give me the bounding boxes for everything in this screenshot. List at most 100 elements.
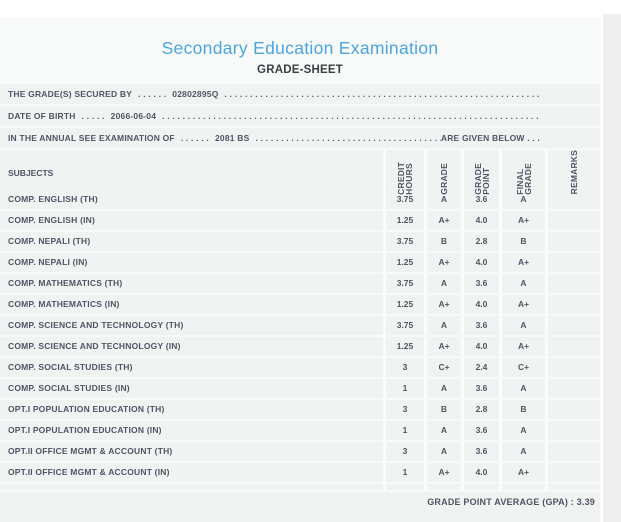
final-grade-cell: A+ — [502, 295, 545, 314]
table-row: OPT.I POPULATION EDUCATION (TH) 3 B 2.8 B — [0, 400, 600, 419]
final-grade-cell: A+ — [502, 337, 545, 356]
grade-point-cell: 2.8 — [464, 400, 499, 419]
subject-cell: OPT.II OFFICE MGMT & ACCOUNT (IN) — [0, 463, 383, 482]
table-row: COMP. ENGLISH (TH) 3.75 A 3.6 A — [0, 190, 600, 209]
grade-cell: A+ — [427, 253, 461, 272]
info-trailer: ARE GIVEN BELOW . . . — [440, 133, 540, 143]
credit-hours-cell: 1 — [386, 421, 424, 440]
column-header-grade: GRADE — [427, 150, 461, 197]
leader-dots: . . . . . . . . . . . . . . . . . . . . … — [255, 133, 440, 143]
grade-point-cell: 4.0 — [464, 211, 499, 230]
remarks-cell — [548, 232, 600, 251]
grade-point-cell: 4.0 — [464, 463, 499, 482]
subject-cell: COMP. MATHEMATICS (IN) — [0, 295, 383, 314]
credit-hours-cell: 3.75 — [386, 190, 424, 209]
info-label: IN THE ANNUAL SEE EXAMINATION OF — [8, 133, 175, 143]
grade-point-cell: 4.0 — [464, 337, 499, 356]
grade-cell: A+ — [427, 337, 461, 356]
grade-point-cell: 2.4 — [464, 358, 499, 377]
table-row: COMP. SCIENCE AND TECHNOLOGY (IN) 1.25 A+ 4… — [0, 337, 600, 356]
final-grade-cell: B — [502, 232, 545, 251]
final-grade-cell: A — [502, 379, 545, 398]
subject-cell: COMP. SOCIAL STUDIES (IN) — [0, 379, 383, 398]
remarks-cell — [548, 190, 600, 209]
subject-cell: OPT.I POPULATION EDUCATION (TH) — [0, 400, 383, 419]
info-value-exam-year: 2081 BS — [215, 133, 250, 143]
info-value-date-of-birth: 2066-06-04 — [110, 111, 157, 121]
grade-point-cell: 3.6 — [464, 379, 499, 398]
credit-hours-cell: 3.75 — [386, 232, 424, 251]
table-row: COMP. SCIENCE AND TECHNOLOGY (TH) 3.75 A 3.… — [0, 316, 600, 335]
leader-dots: . . . . . — [81, 111, 105, 121]
final-grade-cell: A — [502, 274, 545, 293]
subject-cell: COMP. NEPALI (IN) — [0, 253, 383, 272]
info-label: THE GRADE(S) SECURED BY — [8, 89, 133, 99]
final-grade-cell: A — [502, 190, 545, 209]
credit-hours-cell: 1.25 — [386, 211, 424, 230]
info-label: DATE OF BIRTH — [8, 111, 76, 121]
table-row: OPT.I POPULATION EDUCATION (IN) 1 A 3.6 A — [0, 421, 600, 440]
leader-dots: . . . . . . — [180, 133, 209, 143]
table-row: COMP. MATHEMATICS (TH) 3.75 A 3.6 A — [0, 274, 600, 293]
table-row: COMP. SOCIAL STUDIES (IN) 1 A 3.6 A — [0, 379, 600, 398]
grade-cell: A — [427, 421, 461, 440]
final-grade-cell: A+ — [502, 463, 545, 482]
leader-dots: . . . . . . . . . . . . . . . . . . . . … — [162, 111, 540, 121]
table-row: COMP. NEPALI (IN) 1.25 A+ 4.0 A+ — [0, 253, 600, 272]
grade-cell: A+ — [427, 295, 461, 314]
grade-point-cell: 3.6 — [464, 190, 499, 209]
grade-cell: C+ — [427, 358, 461, 377]
grade-cell: A+ — [427, 463, 461, 482]
final-grade-cell: A — [502, 442, 545, 461]
info-line-grades-secured-by: THE GRADE(S) SECURED BY . . . . . . 0280… — [0, 84, 600, 104]
credit-hours-cell: 1.25 — [386, 337, 424, 356]
grade-point-cell: 3.6 — [464, 316, 499, 335]
table-header-row: SUBJECTS CREDIT HOURS GRADE GRADE POINT … — [0, 150, 600, 197]
grade-point-cell: 3.6 — [464, 442, 499, 461]
remarks-cell — [548, 379, 600, 398]
grade-cell: A — [427, 442, 461, 461]
subject-cell: OPT.I POPULATION EDUCATION (IN) — [0, 421, 383, 440]
subject-cell: COMP. MATHEMATICS (TH) — [0, 274, 383, 293]
grade-point-cell: 4.0 — [464, 253, 499, 272]
subject-cell: COMP. NEPALI (TH) — [0, 232, 383, 251]
final-grade-cell: A — [502, 316, 545, 335]
grade-cell: A — [427, 379, 461, 398]
remarks-cell — [548, 358, 600, 377]
remarks-cell — [548, 211, 600, 230]
column-header-final-grade: FINAL GRADE — [502, 150, 545, 197]
leader-dots: . . . . . . — [138, 89, 167, 99]
final-grade-cell: A+ — [502, 253, 545, 272]
subject-cell: COMP. ENGLISH (TH) — [0, 190, 383, 209]
remarks-cell — [548, 421, 600, 440]
credit-hours-cell: 1.25 — [386, 253, 424, 272]
subject-cell: OPT.II OFFICE MGMT & ACCOUNT (TH) — [0, 442, 383, 461]
subject-cell: COMP. SCIENCE AND TECHNOLOGY (TH) — [0, 316, 383, 335]
credit-hours-cell: 3 — [386, 400, 424, 419]
info-line-examination-year: IN THE ANNUAL SEE EXAMINATION OF . . . .… — [0, 128, 600, 148]
credit-hours-cell: 3 — [386, 442, 424, 461]
grade-sheet-panel: Secondary Education Examination GRADE-SH… — [0, 14, 603, 522]
credit-hours-cell: 1.25 — [386, 295, 424, 314]
subject-cell: COMP. SCIENCE AND TECHNOLOGY (IN) — [0, 337, 383, 356]
final-grade-cell: C+ — [502, 358, 545, 377]
column-header-remarks: REMARKS — [548, 150, 600, 197]
page-title: Secondary Education Examination — [161, 38, 439, 58]
credit-hours-cell: 3.75 — [386, 274, 424, 293]
credit-hours-cell: 1 — [386, 379, 424, 398]
grade-cell: B — [427, 400, 461, 419]
remarks-cell — [548, 295, 600, 314]
table-body: COMP. ENGLISH (TH) 3.75 A 3.6 A COMP. ENGLISH… — [0, 190, 600, 484]
table-row: OPT.II OFFICE MGMT & ACCOUNT (TH) 3 A 3.6 A — [0, 442, 600, 461]
column-header-subjects: SUBJECTS — [0, 150, 383, 197]
remarks-cell — [548, 253, 600, 272]
grade-cell: B — [427, 232, 461, 251]
remarks-cell — [548, 400, 600, 419]
grade-cell: A — [427, 316, 461, 335]
table-row: COMP. MATHEMATICS (IN) 1.25 A+ 4.0 A+ — [0, 295, 600, 314]
grade-cell: A+ — [427, 211, 461, 230]
subject-cell: COMP. SOCIAL STUDIES (TH) — [0, 358, 383, 377]
gpa-summary: GRADE POINT AVERAGE (GPA) : 3.39 — [0, 492, 600, 522]
final-grade-cell: A+ — [502, 211, 545, 230]
table-row: COMP. NEPALI (TH) 3.75 B 2.8 B — [0, 232, 600, 251]
